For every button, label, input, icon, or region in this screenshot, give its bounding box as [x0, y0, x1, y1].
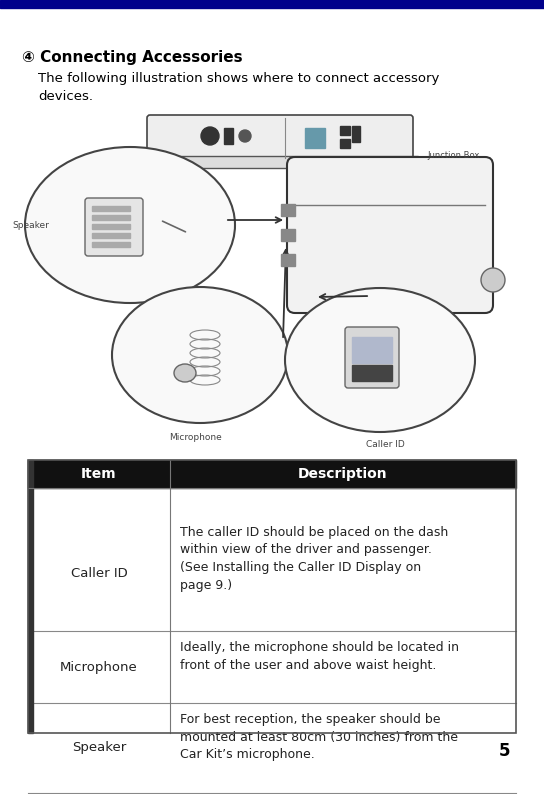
Bar — [28, 631, 516, 703]
Bar — [281, 229, 295, 241]
Circle shape — [481, 268, 505, 292]
Ellipse shape — [285, 288, 475, 432]
Bar — [224, 128, 233, 144]
Text: Item: Item — [81, 467, 117, 481]
Bar — [92, 224, 130, 229]
Bar — [352, 126, 360, 142]
Bar — [340, 126, 350, 135]
Text: ④ Connecting Accessories: ④ Connecting Accessories — [22, 50, 243, 65]
Text: Caller ID: Caller ID — [71, 567, 127, 580]
Ellipse shape — [25, 147, 235, 303]
Text: Speaker: Speaker — [72, 742, 126, 754]
Bar — [142, 156, 418, 168]
Bar — [340, 139, 350, 148]
FancyBboxPatch shape — [85, 198, 143, 256]
Text: Ideally, the microphone should be located in
front of the user and above waist h: Ideally, the microphone should be locate… — [180, 641, 459, 672]
Bar — [28, 516, 516, 631]
Bar — [352, 365, 392, 381]
FancyBboxPatch shape — [287, 157, 493, 313]
Circle shape — [201, 127, 219, 145]
Bar — [28, 460, 33, 733]
Bar — [28, 460, 516, 488]
Ellipse shape — [112, 287, 288, 423]
Bar — [92, 242, 130, 247]
Text: Junction Box: Junction Box — [428, 151, 480, 160]
Ellipse shape — [174, 364, 196, 382]
FancyBboxPatch shape — [345, 327, 399, 388]
Text: Caller ID: Caller ID — [366, 440, 404, 449]
FancyBboxPatch shape — [147, 115, 413, 161]
Text: The caller ID should be placed on the dash
within view of the driver and passeng: The caller ID should be placed on the da… — [180, 526, 448, 592]
Text: For best reception, the speaker should be
mounted at least 80cm (30 inches) from: For best reception, the speaker should b… — [180, 713, 458, 761]
Bar — [281, 254, 295, 266]
Text: Microphone: Microphone — [60, 661, 138, 673]
Bar — [281, 204, 295, 216]
Text: The following illustration shows where to connect accessory
devices.: The following illustration shows where t… — [38, 72, 440, 103]
Bar — [28, 703, 516, 793]
Circle shape — [239, 130, 251, 142]
Text: 5: 5 — [498, 742, 510, 760]
Bar — [28, 460, 516, 733]
Text: Speaker: Speaker — [12, 221, 49, 229]
Bar — [0, 0, 544, 8]
Text: Description: Description — [298, 467, 388, 481]
Bar — [352, 337, 392, 363]
Bar — [92, 215, 130, 220]
Bar — [305, 128, 325, 148]
Bar — [92, 206, 130, 211]
Text: Microphone: Microphone — [169, 433, 221, 442]
Bar — [92, 233, 130, 238]
